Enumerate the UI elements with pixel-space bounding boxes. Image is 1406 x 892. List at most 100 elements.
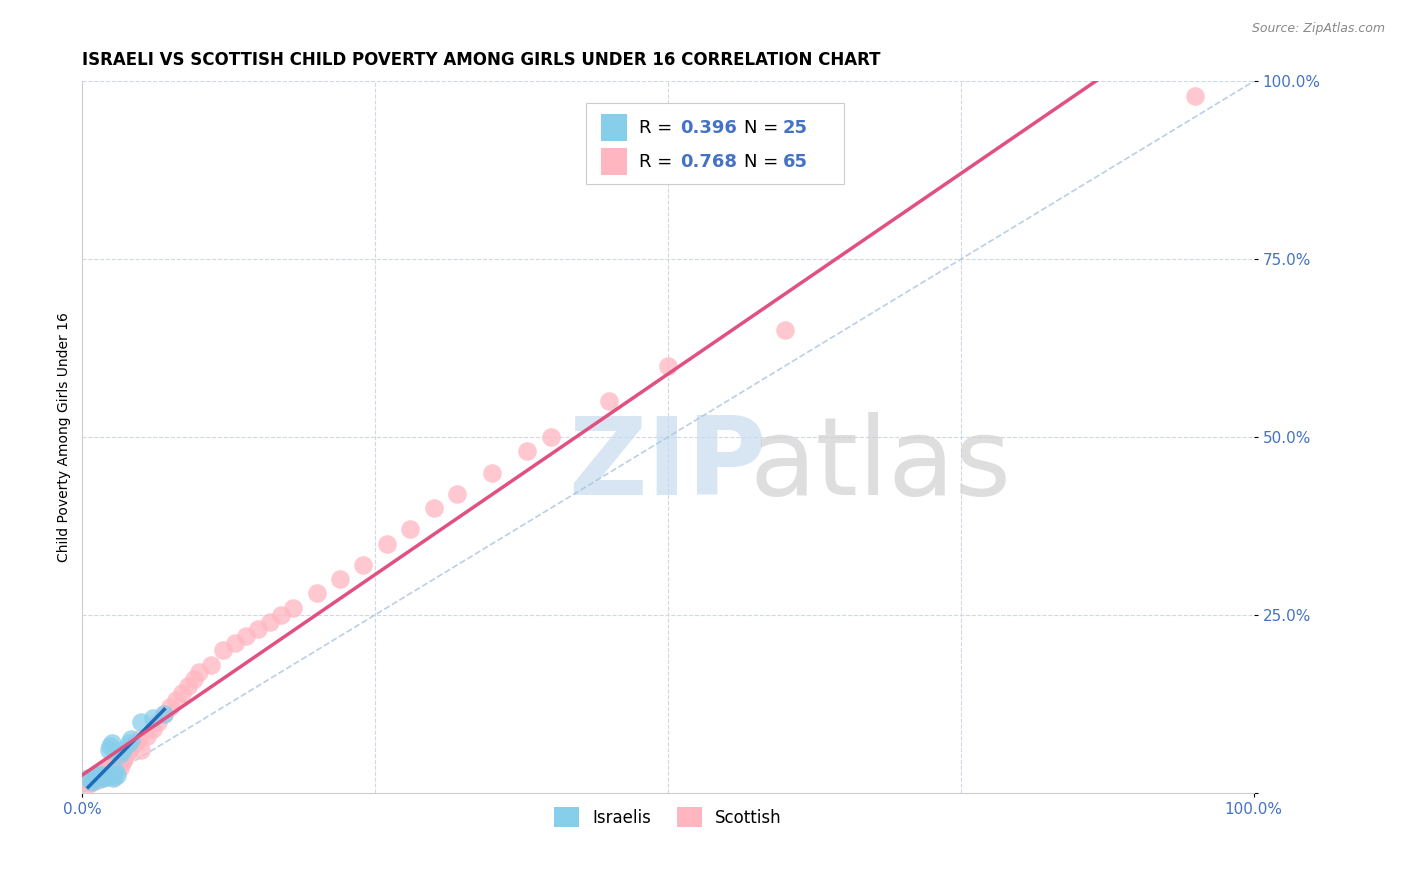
- Point: [100, 764, 122, 779]
- Point: [108, 747, 131, 761]
- Point: [96, 768, 118, 782]
- Point: [177, 679, 200, 693]
- Text: ZIP: ZIP: [568, 412, 766, 518]
- Point: [90, 772, 112, 786]
- Point: [86, 770, 108, 784]
- Point: [98, 743, 121, 757]
- Point: [159, 700, 181, 714]
- Point: [101, 758, 124, 772]
- Point: [103, 770, 125, 784]
- Point: [153, 707, 176, 722]
- Point: [375, 537, 398, 551]
- Point: [235, 629, 257, 643]
- Point: [773, 323, 796, 337]
- Bar: [602, 114, 627, 141]
- Point: [305, 586, 328, 600]
- Point: [107, 754, 129, 768]
- Text: 0.768: 0.768: [679, 153, 737, 170]
- Point: [153, 707, 176, 722]
- Point: [1184, 88, 1206, 103]
- Point: [118, 736, 141, 750]
- Point: [165, 693, 187, 707]
- Point: [93, 770, 115, 784]
- Legend: Israelis, Scottish: Israelis, Scottish: [548, 800, 789, 834]
- Point: [142, 711, 165, 725]
- Point: [94, 770, 117, 784]
- Point: [93, 772, 115, 786]
- Point: [79, 777, 101, 791]
- Point: [100, 739, 122, 754]
- Text: R =: R =: [638, 119, 678, 136]
- Text: Source: ZipAtlas.com: Source: ZipAtlas.com: [1251, 22, 1385, 36]
- Text: N =: N =: [744, 153, 785, 170]
- Point: [104, 764, 127, 779]
- Point: [89, 770, 111, 784]
- Point: [111, 756, 134, 770]
- Point: [89, 770, 111, 784]
- Y-axis label: Child Poverty Among Girls Under 16: Child Poverty Among Girls Under 16: [58, 312, 72, 562]
- Point: [129, 743, 152, 757]
- Point: [281, 600, 304, 615]
- Point: [121, 732, 143, 747]
- Point: [101, 772, 124, 786]
- Point: [270, 607, 292, 622]
- Point: [104, 761, 127, 775]
- Point: [129, 714, 152, 729]
- Text: 65: 65: [783, 153, 808, 170]
- Point: [86, 772, 108, 787]
- Point: [83, 772, 105, 787]
- Point: [80, 775, 103, 789]
- Point: [481, 466, 503, 480]
- Text: 25: 25: [783, 119, 808, 136]
- Point: [246, 622, 269, 636]
- Point: [540, 430, 562, 444]
- Point: [112, 743, 135, 757]
- Point: [98, 761, 121, 775]
- Point: [259, 615, 281, 629]
- Point: [657, 359, 679, 373]
- Point: [107, 768, 129, 782]
- Point: [329, 572, 352, 586]
- Point: [97, 765, 120, 780]
- Point: [124, 736, 146, 750]
- Point: [93, 768, 115, 782]
- Bar: [602, 148, 627, 175]
- Point: [94, 764, 117, 779]
- Point: [91, 768, 114, 782]
- Point: [352, 558, 374, 572]
- Point: [135, 729, 157, 743]
- Point: [188, 665, 211, 679]
- Point: [183, 672, 205, 686]
- Point: [121, 739, 143, 754]
- Text: R =: R =: [638, 153, 678, 170]
- Point: [90, 768, 112, 782]
- Point: [86, 768, 108, 782]
- Point: [516, 444, 538, 458]
- Point: [97, 768, 120, 782]
- Point: [399, 523, 422, 537]
- Point: [598, 394, 620, 409]
- Point: [224, 636, 246, 650]
- Point: [114, 751, 136, 765]
- Point: [77, 772, 100, 787]
- Point: [82, 774, 104, 789]
- Point: [118, 743, 141, 757]
- FancyBboxPatch shape: [586, 103, 844, 185]
- Point: [86, 768, 108, 782]
- Point: [80, 772, 103, 786]
- Text: 0.396: 0.396: [679, 119, 737, 136]
- Text: ISRAELI VS SCOTTISH CHILD POVERTY AMONG GIRLS UNDER 16 CORRELATION CHART: ISRAELI VS SCOTTISH CHILD POVERTY AMONG …: [83, 51, 880, 69]
- Point: [200, 657, 222, 672]
- Point: [115, 747, 138, 761]
- Text: N =: N =: [744, 119, 785, 136]
- Point: [91, 765, 114, 780]
- Text: atlas: atlas: [749, 412, 1012, 518]
- Point: [83, 772, 105, 787]
- Point: [76, 775, 98, 789]
- Point: [103, 768, 125, 782]
- Point: [105, 757, 128, 772]
- Point: [142, 722, 165, 736]
- Point: [77, 772, 100, 786]
- Point: [108, 761, 131, 775]
- Point: [148, 714, 170, 729]
